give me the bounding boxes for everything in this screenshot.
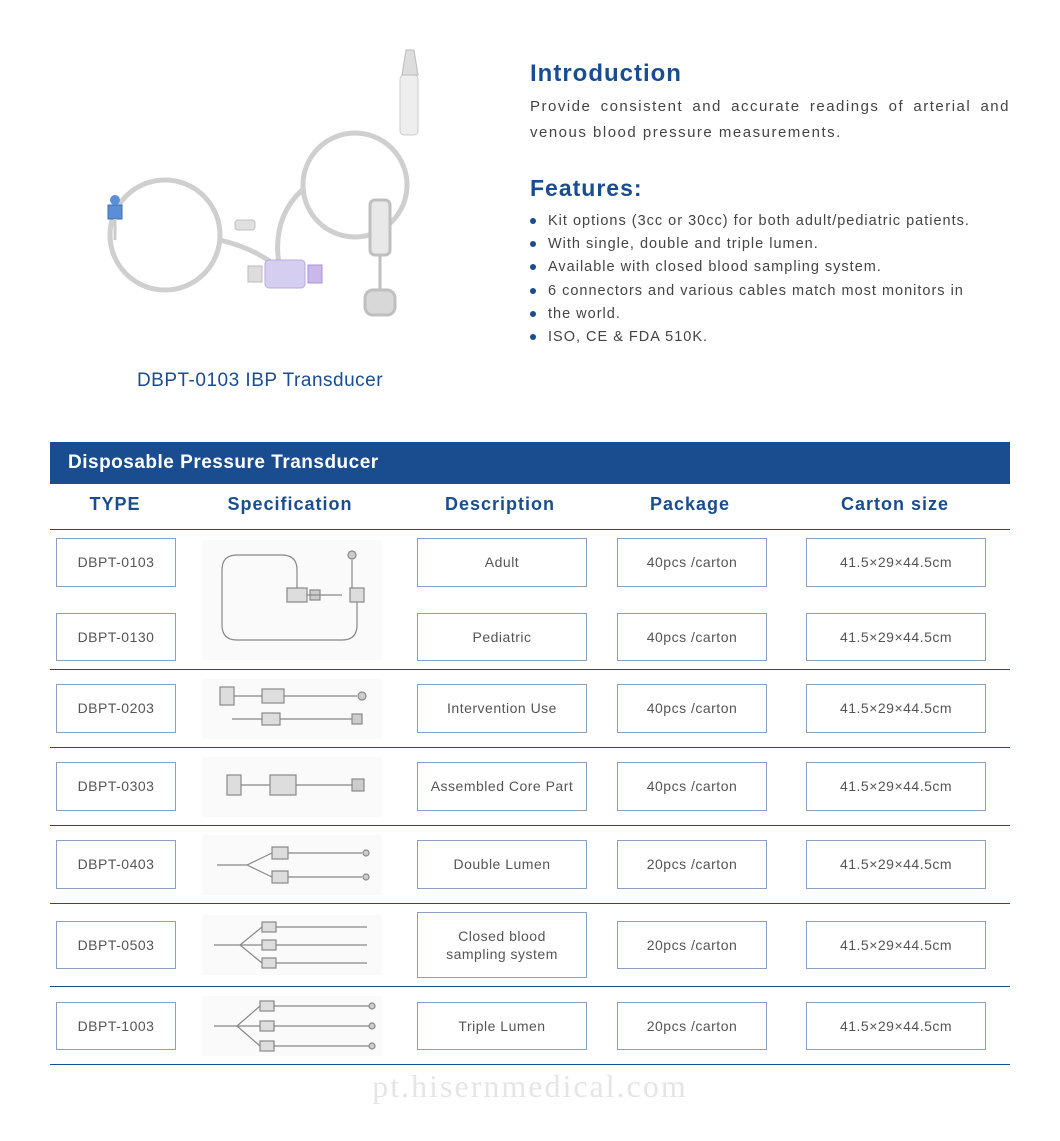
table-row: DBPT-0103 DBPT-0130 Adult Pediatric 40pcs /c… xyxy=(50,530,1010,670)
desc-value: Triple Lumen xyxy=(417,1002,587,1050)
cell-size: 41.5×29×44.5cm xyxy=(782,678,1010,739)
cell-spec xyxy=(182,678,402,739)
desc-value: Closed blood sampling system xyxy=(417,912,587,978)
spec-diagram-icon xyxy=(202,915,382,975)
feature-item: Kit options (3cc or 30cc) for both adult… xyxy=(530,210,1010,233)
cell-type: DBPT-1003 xyxy=(50,995,182,1056)
top-section: DBPT-0103 IBP Transducer Introduction Pr… xyxy=(50,40,1010,392)
table-title: Disposable Pressure Transducer xyxy=(50,442,1010,484)
size-value: 41.5×29×44.5cm xyxy=(806,840,986,888)
spec-diagram-icon xyxy=(202,540,382,660)
cell-package: 40pcs /carton 40pcs /carton xyxy=(602,538,782,661)
size-value: 41.5×29×44.5cm xyxy=(806,684,986,732)
table-row: DBPT-0403 Double Lumen 20pcs /carton 41.5×2… xyxy=(50,826,1010,904)
cell-size: 41.5×29×44.5cm xyxy=(782,834,1010,895)
table-body: DBPT-0103 DBPT-0130 Adult Pediatric 40pcs /c… xyxy=(50,530,1010,1065)
desc-value: Intervention Use xyxy=(417,684,587,732)
product-caption: DBPT-0103 IBP Transducer xyxy=(50,370,470,392)
cell-size: 41.5×29×44.5cm xyxy=(782,995,1010,1056)
cell-type: DBPT-0203 xyxy=(50,678,182,739)
desc-value: Assembled Core Part xyxy=(417,762,587,810)
cell-spec xyxy=(182,538,402,661)
cell-desc: Intervention Use xyxy=(402,678,602,739)
cell-package: 20pcs /carton xyxy=(602,912,782,978)
cell-desc: Triple Lumen xyxy=(402,995,602,1056)
package-value: 40pcs /carton xyxy=(617,538,767,586)
product-image xyxy=(70,40,450,360)
table-row: DBPT-0503 Closed blood sampling system 20p… xyxy=(50,904,1010,987)
table-header: TYPE Specification Description Package C… xyxy=(50,484,1010,530)
package-value: 40pcs /carton xyxy=(617,762,767,810)
cell-size: 41.5×29×44.5cm xyxy=(782,912,1010,978)
introduction-title: Introduction xyxy=(530,60,1010,88)
col-header-spec: Specification xyxy=(180,494,400,515)
type-value: DBPT-0503 xyxy=(56,921,176,969)
type-value: DBPT-0103 xyxy=(56,538,176,586)
cell-package: 20pcs /carton xyxy=(602,995,782,1056)
spec-table: Disposable Pressure Transducer TYPE Spec… xyxy=(50,442,1010,1065)
cell-desc: Double Lumen xyxy=(402,834,602,895)
cell-spec xyxy=(182,834,402,895)
desc-value: Adult xyxy=(417,538,587,586)
type-value: DBPT-0130 xyxy=(56,613,176,661)
size-value: 41.5×29×44.5cm xyxy=(806,1002,986,1050)
type-value: DBPT-0303 xyxy=(56,762,176,810)
spec-diagram-icon xyxy=(202,679,382,739)
size-value: 41.5×29×44.5cm xyxy=(806,613,986,661)
features-list: Kit options (3cc or 30cc) for both adult… xyxy=(530,210,1010,349)
introduction-text: Provide consistent and accurate readings… xyxy=(530,94,1010,145)
cell-type: DBPT-0403 xyxy=(50,834,182,895)
desc-value: Double Lumen xyxy=(417,840,587,888)
col-header-type: TYPE xyxy=(50,494,180,515)
cell-desc: Closed blood sampling system xyxy=(402,912,602,978)
type-value: DBPT-1003 xyxy=(56,1002,176,1050)
package-value: 20pcs /carton xyxy=(617,1002,767,1050)
type-value: DBPT-0203 xyxy=(56,684,176,732)
package-value: 40pcs /carton xyxy=(617,684,767,732)
feature-item: the world. xyxy=(530,303,1010,326)
cell-size: 41.5×29×44.5cm 41.5×29×44.5cm xyxy=(782,538,1010,661)
col-header-desc: Description xyxy=(400,494,600,515)
spec-diagram-icon xyxy=(202,996,382,1056)
package-value: 40pcs /carton xyxy=(617,613,767,661)
cell-package: 20pcs /carton xyxy=(602,834,782,895)
cell-package: 40pcs /carton xyxy=(602,756,782,817)
cell-type: DBPT-0103 DBPT-0130 xyxy=(50,538,182,661)
cell-spec xyxy=(182,912,402,978)
package-value: 20pcs /carton xyxy=(617,840,767,888)
spec-diagram-icon xyxy=(202,835,382,895)
cell-type: DBPT-0503 xyxy=(50,912,182,978)
spec-diagram-icon xyxy=(202,757,382,817)
size-value: 41.5×29×44.5cm xyxy=(806,538,986,586)
feature-item: Available with closed blood sampling sys… xyxy=(530,256,1010,279)
cell-type: DBPT-0303 xyxy=(50,756,182,817)
cell-package: 40pcs /carton xyxy=(602,678,782,739)
table-row: DBPT-1003 Triple Lumen 20pcs /carton 41.5×2… xyxy=(50,987,1010,1065)
type-value: DBPT-0403 xyxy=(56,840,176,888)
cell-desc: Adult Pediatric xyxy=(402,538,602,661)
package-value: 20pcs /carton xyxy=(617,921,767,969)
product-column: DBPT-0103 IBP Transducer xyxy=(50,40,470,392)
table-row: DBPT-0303 Assembled Core Part 40pcs /carto… xyxy=(50,748,1010,826)
watermark: pt.hisernmedical.com xyxy=(0,1068,1060,1105)
feature-item: 6 connectors and various cables match mo… xyxy=(530,280,1010,303)
cell-spec xyxy=(182,995,402,1056)
col-header-size: Carton size xyxy=(780,494,1010,515)
feature-item: With single, double and triple lumen. xyxy=(530,233,1010,256)
size-value: 41.5×29×44.5cm xyxy=(806,921,986,969)
desc-value: Pediatric xyxy=(417,613,587,661)
cell-spec xyxy=(182,756,402,817)
features-title: Features: xyxy=(530,175,1010,202)
cell-desc: Assembled Core Part xyxy=(402,756,602,817)
feature-item: ISO, CE & FDA 510K. xyxy=(530,326,1010,349)
cell-size: 41.5×29×44.5cm xyxy=(782,756,1010,817)
table-row: DBPT-0203 Intervention Use 40pcs /carton 41… xyxy=(50,670,1010,748)
info-column: Introduction Provide consistent and accu… xyxy=(530,40,1010,392)
col-header-pkg: Package xyxy=(600,494,780,515)
size-value: 41.5×29×44.5cm xyxy=(806,762,986,810)
